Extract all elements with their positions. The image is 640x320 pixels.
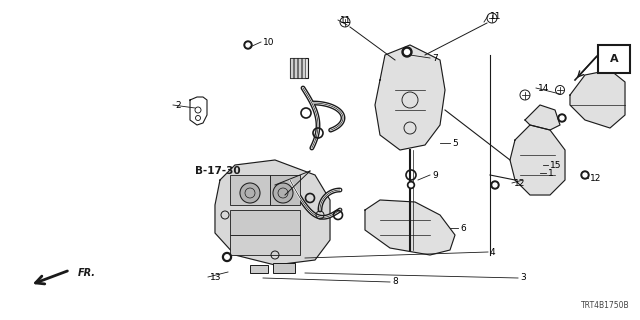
Polygon shape: [570, 70, 625, 128]
Bar: [250, 265, 268, 273]
Circle shape: [487, 13, 497, 23]
Polygon shape: [365, 200, 455, 255]
Text: 5: 5: [452, 139, 458, 148]
Circle shape: [560, 116, 564, 120]
Text: 6: 6: [460, 223, 466, 233]
Text: 11: 11: [490, 12, 502, 20]
Circle shape: [520, 90, 530, 100]
Text: 3: 3: [520, 274, 525, 283]
Bar: [290, 58, 293, 78]
Bar: [230, 175, 270, 205]
Polygon shape: [510, 125, 565, 195]
Polygon shape: [190, 97, 207, 125]
Bar: [230, 235, 300, 255]
Bar: [273, 263, 295, 273]
Circle shape: [491, 181, 499, 189]
Text: 7: 7: [432, 53, 438, 62]
Text: 14: 14: [538, 84, 549, 92]
Circle shape: [556, 85, 564, 94]
Polygon shape: [215, 160, 330, 265]
Circle shape: [402, 47, 412, 57]
Circle shape: [583, 173, 587, 177]
Text: 10: 10: [263, 37, 275, 46]
Text: FR.: FR.: [78, 268, 96, 278]
Text: 1: 1: [548, 169, 554, 178]
Bar: [294, 58, 297, 78]
Bar: [598, 45, 630, 73]
Bar: [230, 210, 300, 235]
Text: 8: 8: [392, 277, 397, 286]
Circle shape: [240, 183, 260, 203]
Polygon shape: [525, 105, 560, 130]
Circle shape: [581, 171, 589, 179]
Circle shape: [246, 43, 250, 47]
Text: 4: 4: [490, 247, 495, 257]
Bar: [270, 175, 300, 205]
Polygon shape: [375, 45, 445, 150]
Bar: [290, 58, 308, 78]
Circle shape: [558, 114, 566, 122]
Circle shape: [493, 183, 497, 187]
Circle shape: [409, 183, 413, 187]
Circle shape: [340, 17, 350, 27]
Bar: [298, 58, 301, 78]
Bar: [302, 58, 305, 78]
Circle shape: [223, 252, 232, 261]
Circle shape: [225, 255, 229, 259]
Circle shape: [273, 183, 293, 203]
Text: 9: 9: [432, 171, 438, 180]
Circle shape: [244, 41, 252, 49]
Text: 2: 2: [175, 100, 180, 109]
Text: TRT4B1750B: TRT4B1750B: [581, 301, 630, 310]
Circle shape: [404, 50, 410, 54]
Text: 13: 13: [210, 273, 221, 282]
Text: A: A: [610, 54, 618, 64]
Text: 12: 12: [514, 179, 525, 188]
Text: 15: 15: [550, 161, 561, 170]
Circle shape: [408, 181, 415, 188]
Text: B-17-30: B-17-30: [195, 166, 241, 176]
Text: 11: 11: [340, 15, 351, 25]
Text: 12: 12: [590, 173, 602, 182]
